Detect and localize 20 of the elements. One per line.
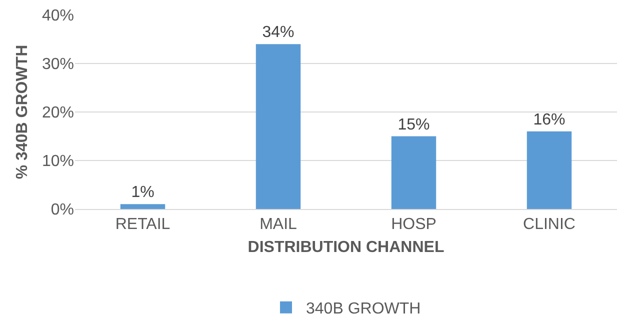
data-label: 34%: [262, 24, 294, 42]
y-tick-label: 10%: [42, 153, 74, 170]
y-tick-label: 20%: [42, 104, 74, 122]
bar: [526, 131, 572, 209]
y-tick-label: 0%: [50, 202, 74, 219]
bar: [256, 44, 301, 209]
x-tick-label: MAIL: [260, 216, 298, 234]
x-tick-label: HOSP: [391, 216, 436, 234]
y-tick-label: 30%: [42, 56, 74, 74]
data-label: 1%: [131, 184, 154, 202]
x-axis-title: DISTRIBUTION CHANNEL: [248, 238, 444, 256]
legend-label: 340B GROWTH: [306, 300, 421, 318]
data-label: 15%: [398, 116, 430, 134]
y-tick-label: 40%: [42, 8, 74, 25]
x-tick-label: RETAIL: [115, 216, 170, 234]
y-axis-title: % 340B GROWTH: [14, 44, 31, 180]
x-tick-label: CLINIC: [523, 216, 576, 234]
bar: [120, 204, 166, 209]
bar: [391, 136, 436, 209]
data-label: 16%: [533, 111, 566, 128]
